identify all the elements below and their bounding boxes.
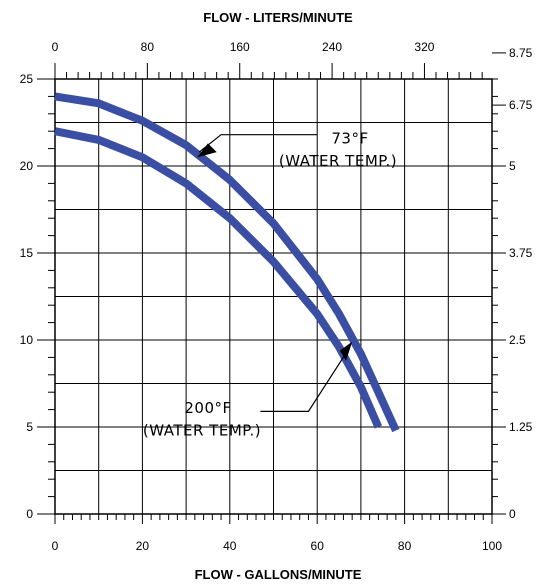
- annotation-200-arrow: [339, 341, 353, 361]
- y-tick-label: 25: [20, 72, 34, 86]
- y-tick-label: 10: [20, 333, 34, 347]
- x-tick-label: 80: [398, 539, 412, 553]
- x-tick-label: 40: [223, 539, 237, 553]
- annotations: 73°F (WATER TEMP.) 200°F (WATER TEMP.): [143, 129, 397, 439]
- y2-tick-label: 5: [509, 159, 516, 173]
- top-axis-title: FLOW - LITERS/MINUTE: [203, 10, 353, 25]
- x-tick-label: 20: [136, 539, 150, 553]
- y-tick-label: 20: [20, 159, 34, 173]
- series-line-0: [54, 92, 400, 433]
- annotation-200-line2: (WATER TEMP.): [143, 422, 261, 440]
- y2-tick-label: 6.75: [509, 98, 533, 112]
- bottom-axis-title: FLOW - GALLONS/MINUTE: [195, 567, 362, 582]
- y2-tick-label: 0: [509, 507, 516, 521]
- x-tick-label: 60: [311, 539, 325, 553]
- annotation-73-leader: [198, 134, 318, 153]
- y2-tick-label: 2.5: [509, 333, 526, 347]
- annotation-73-line1: 73°F: [331, 129, 368, 147]
- x2-tick-label: 160: [230, 40, 250, 54]
- y2-tick-label: 8.75: [509, 46, 533, 60]
- series-line-1: [54, 127, 383, 429]
- x-tick-label: 0: [52, 539, 59, 553]
- grid: [54, 78, 493, 515]
- annotation-200-line1: 200°F: [184, 399, 231, 417]
- y2-tick-label: 1.25: [509, 420, 533, 434]
- series-lines: [54, 92, 400, 433]
- x2-tick-label: 0: [52, 40, 59, 54]
- y-tick-label: 5: [26, 420, 33, 434]
- annotation-200-leader: [260, 350, 349, 412]
- y-tick-label: 15: [20, 246, 34, 260]
- x2-tick-label: 240: [322, 40, 342, 54]
- tick-labels: 0 20 40 60 80 100 0 5 10 15 20 25 0 80 160 240 320 0 1.25 2…: [20, 40, 533, 553]
- x2-tick-label: 80: [141, 40, 155, 54]
- x2-tick-label: 320: [414, 40, 434, 54]
- annotation-73-arrow: [197, 143, 217, 158]
- axis-ticks: [37, 52, 506, 524]
- y-tick-label: 0: [26, 507, 33, 521]
- annotation-73-line2: (WATER TEMP.): [279, 152, 397, 170]
- x-tick-label: 100: [482, 539, 502, 553]
- y2-tick-label: 3.75: [509, 246, 533, 260]
